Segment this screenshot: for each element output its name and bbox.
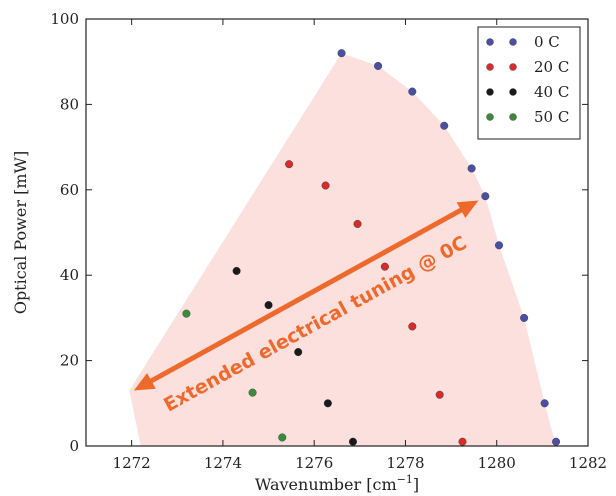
shaded-region-layer (129, 53, 557, 446)
plot-frame (85, 18, 589, 447)
x-axis-label: Wavenumber [cm−1] (255, 473, 419, 494)
y-tick-label: 40 (60, 266, 79, 284)
legend-marker (509, 63, 517, 71)
data-point (435, 390, 444, 399)
data-point (353, 219, 362, 228)
legend-box (477, 26, 581, 140)
x-tick-label: 1280 (478, 454, 516, 472)
y-tick-label: 20 (60, 352, 79, 370)
legend-label: 0 C (534, 33, 560, 51)
data-point (285, 160, 294, 169)
data-point (495, 241, 504, 250)
y-tick-label: 0 (69, 437, 79, 455)
legend: 0 C 20 C 40 C 50 C (477, 26, 581, 140)
x-tick-label: 1274 (204, 454, 242, 472)
x-axis-label-main: Wavenumber [cm (255, 475, 397, 494)
legend-label: 20 C (534, 58, 569, 76)
data-point (458, 437, 467, 446)
shaded-tuning-region (129, 53, 557, 446)
legend-marker (509, 113, 517, 121)
data-point (540, 399, 549, 408)
legend-label: 40 C (534, 83, 569, 101)
y-tick-label: 80 (60, 95, 79, 113)
x-tick-label: 1282 (569, 454, 607, 472)
legend-marker (486, 88, 494, 96)
x-tick-label: 1272 (113, 454, 151, 472)
tuning-arrow-head-end (456, 200, 479, 219)
x-axis-label-suffix: ] (413, 475, 419, 494)
data-point (408, 87, 417, 96)
data-point (380, 262, 389, 271)
data-point (323, 399, 332, 408)
x-tick-label: 1278 (386, 454, 424, 472)
data-point (520, 313, 529, 322)
legend-marker (486, 38, 494, 46)
data-point (552, 437, 561, 446)
data-point (348, 437, 357, 446)
y-axis-label: Optical Power [mW] (11, 151, 30, 314)
data-point (182, 309, 191, 318)
tuning-arrow-layer (133, 200, 479, 391)
x-tick-label: 1276 (295, 454, 333, 472)
data-point (440, 121, 449, 130)
legend-label: 50 C (534, 108, 569, 126)
data-point (278, 433, 287, 442)
y-tick-label: 100 (50, 10, 79, 28)
data-point (264, 301, 273, 310)
data-point (467, 164, 476, 173)
data-point (408, 322, 417, 331)
data-point (294, 348, 303, 357)
legend-marker (509, 38, 517, 46)
y-tick-label: 60 (60, 181, 79, 199)
data-point (481, 192, 490, 201)
tuning-arrow-head-start (133, 372, 156, 391)
data-point (337, 49, 346, 58)
legend-marker (486, 63, 494, 71)
data-points-layer (182, 49, 561, 446)
tuning-arrow-shaft (146, 206, 466, 385)
legend-marker (486, 113, 494, 121)
data-point (374, 61, 383, 70)
data-point (248, 388, 257, 397)
data-point (232, 266, 241, 275)
axis-ticks-layer: 1272 1274 1276 1278 1280 1282 0 20 40 60 80 100 (50, 10, 607, 472)
legend-marker (509, 88, 517, 96)
x-axis-label-superscript: −1 (397, 473, 413, 486)
data-point (321, 181, 330, 190)
